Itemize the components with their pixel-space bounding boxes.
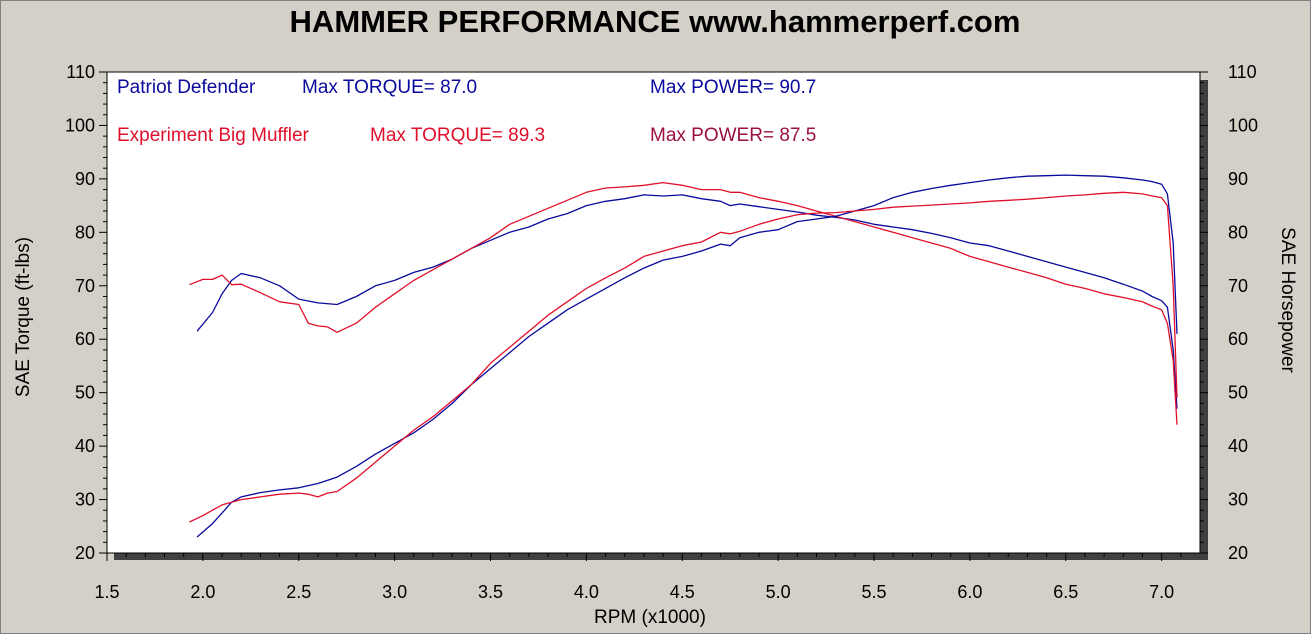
x-tick-label: 5.5 — [862, 582, 887, 602]
patriot-defender-torque-line — [196, 194, 1178, 409]
y-tick-label-left: 80 — [75, 222, 95, 242]
y-tick-label-right: 60 — [1228, 329, 1248, 349]
legend-power-patriot: Max POWER= 90.7 — [650, 77, 816, 98]
experiment-big-muffler-torque-line — [189, 181, 1178, 425]
y-tick-label-right: 90 — [1228, 169, 1248, 189]
experiment-big-muffler-power-line — [189, 191, 1178, 523]
y-tick-label-left: 40 — [75, 436, 95, 456]
legend-torque-patriot: Max TORQUE= 87.0 — [302, 77, 477, 98]
y-tick-label-right: 100 — [1228, 115, 1258, 135]
legend: Patriot Defender Max TORQUE= 87.0 Max PO… — [117, 77, 816, 146]
y-tick-label-right: 30 — [1228, 490, 1248, 510]
y-tick-label-right: 80 — [1228, 222, 1248, 242]
plot-area — [106, 71, 1201, 554]
x-tick-label: 1.5 — [94, 582, 119, 602]
y-tick-label-left: 100 — [65, 115, 95, 135]
y-tick-label-left: 20 — [75, 543, 95, 563]
legend-name-experiment: Experiment Big Muffler — [117, 125, 310, 146]
y-tick-label-right: 70 — [1228, 276, 1248, 296]
y-tick-label-left: 110 — [66, 62, 95, 82]
x-tick-label: 3.5 — [478, 582, 503, 602]
x-tick-label: 7.0 — [1149, 582, 1174, 602]
x-tick-label: 6.5 — [1053, 582, 1078, 602]
x-tick-label: 5.0 — [766, 582, 791, 602]
x-tick-label: 3.0 — [382, 582, 407, 602]
x-tick-label: 4.0 — [574, 582, 599, 602]
x-tick-label: 6.0 — [957, 582, 982, 602]
y-tick-label-right: 20 — [1228, 543, 1248, 563]
chart-title: HAMMER PERFORMANCE www.hammerperf.com — [290, 4, 1021, 39]
y-tick-label-left: 60 — [75, 329, 95, 349]
y-axis-label-left: SAE Torque (ft-lbs) — [13, 237, 34, 397]
y-axis-label-right: SAE Horsepower — [1277, 227, 1298, 373]
series-layer — [189, 174, 1178, 538]
legend-torque-experiment: Max TORQUE= 89.3 — [370, 125, 545, 146]
x-tick-label: 2.5 — [286, 582, 311, 602]
y-tick-label-left: 50 — [75, 383, 95, 403]
y-tick-label-left: 30 — [75, 490, 95, 510]
y-tick-label-right: 110 — [1228, 62, 1257, 82]
axes-layer: 20 20 30 30 40 40 50 50 60 60 70 70 80 80 90 90 100 100 11… — [65, 62, 1258, 602]
y-tick-label-right: 50 — [1228, 383, 1248, 403]
x-tick-label: 2.0 — [190, 582, 215, 602]
patriot-defender-power-line — [196, 174, 1178, 538]
y-tick-label-right: 40 — [1228, 436, 1248, 456]
x-tick-label: 4.5 — [670, 582, 695, 602]
y-tick-label-left: 90 — [75, 169, 95, 189]
legend-power-experiment: Max POWER= 87.5 — [650, 125, 816, 146]
x-axis-label: RPM (x1000) — [594, 607, 706, 628]
legend-name-patriot: Patriot Defender — [117, 77, 256, 98]
y-tick-label-left: 70 — [75, 276, 95, 296]
